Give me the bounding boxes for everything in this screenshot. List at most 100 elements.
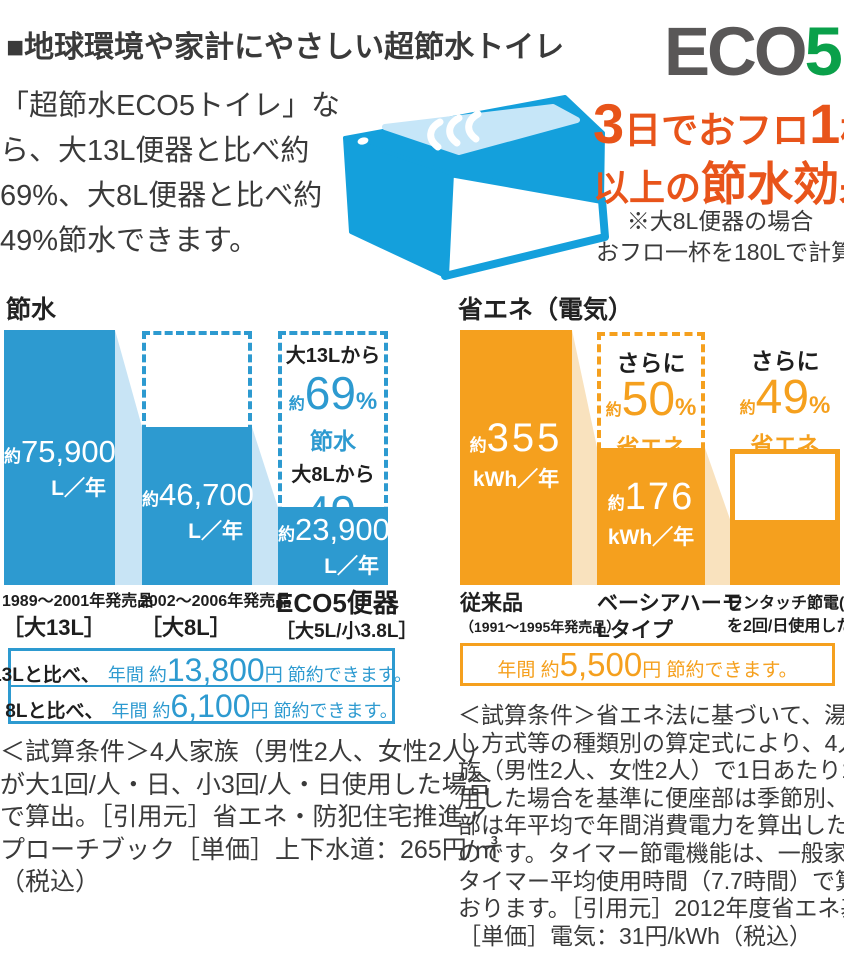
energy-bar-conventional: 約355 kWh／年 [460,330,572,585]
steam-icon [446,114,463,147]
saving-pct-49: 49 [755,371,810,424]
energy-xlabel-3: ワンタッチ節電(8h) を2回/日使用した場合 [727,592,844,638]
xlabel-line2: Lタイプ [597,619,673,642]
saving-from-13l: 大13Lから [285,345,381,367]
saving-from-8l: 大8Lから [291,464,375,486]
money-prefix: 年間 約 [107,665,167,685]
energy-connector-1 [572,330,597,585]
xlabel-line2: （1991～1995年発売品） [460,619,621,635]
bathtub-illustration [336,93,612,285]
saving-more: さらに [750,348,820,374]
energy-bar-basia: 約176 kWh／年 [597,448,705,585]
bar-value: 46,700 [159,477,254,512]
energy-chart-title: 省エネ（電気） [458,296,634,324]
intro-paragraph: 「超節水ECO5トイレ」な ら、大13L便器と比べ約 69%、大8L便器と比べ約… [0,90,340,257]
approx-mark: 約 [739,400,756,417]
promo-number-1: 1 [809,92,841,155]
energy-money-box: 年間 約 5,500 円 節約できます。 [460,643,835,686]
xlabel-line1: 従来品 [460,592,523,615]
water-connector-1 [115,330,142,585]
saving-pct-50: 50 [621,373,676,426]
energy-conditions: ＜試算条件＞省エネ法に基づいて、湯沸か し方式等の種類別の算定式により、4人家 … [458,702,844,949]
eco5-logo-eco: ECO [664,13,808,90]
water-connector-2 [252,427,278,585]
bar-unit: L／年 [324,555,379,578]
page-title: ■地球環境や家計にやさしい超節水トイレ [6,31,565,64]
bar-value: 23,900 [295,512,390,547]
bar-unit: L／年 [51,477,106,500]
saving-pct-line: 約49% [728,374,842,432]
promo-number-3: 3 [593,92,625,155]
saving-more: さらに [616,350,686,376]
bar-unit: L／年 [188,520,243,543]
water-xlabel-3: ECO5便器 ［大5L/小3.8L］ [276,588,417,645]
percent-sign: % [675,394,697,421]
promo-text-3: 以上の [593,167,702,208]
bathtub-icon [343,95,609,280]
bar-value: 75,900 [21,434,116,469]
percent-sign: % [809,392,831,419]
water-xlabel-2: 2002～2006年発売品 ［大8L］ [140,590,291,643]
energy-bar-onetouch [730,449,840,585]
xlabel-line2: ［大13L］ [2,615,106,640]
approx-mark: 約 [142,490,159,509]
xlabel-line1: 2002～2006年発売品 [140,593,292,610]
energy-saving-50: さらに 約50% 省エネ [601,350,701,461]
money-compare: 13Lと比べ、 [0,665,100,686]
money-prefix: 年間 約 [497,660,560,681]
overflow-hole-icon [357,137,369,145]
money-suffix: 円 節約できます。 [642,660,798,681]
steam-icon [465,110,482,143]
approx-mark: 約 [288,396,305,413]
promo-line2: 以上の節水効果 [593,159,844,213]
xlabel-line2: ［大5L/小3.8L］ [276,621,418,642]
approx-mark: 約 [4,447,21,466]
promo-note: ※大8L便器の場合 おフロ一杯を180Lで計算 [596,208,844,265]
energy-xlabel-1: 従来品 （1991～1995年発売品） [460,590,620,637]
xlabel-line1: ベーシアハーモ [597,592,743,615]
bar-value: 176 [624,476,695,518]
energy-bar-basia-value: 約176 kWh／年 [597,476,705,551]
energy-connector-2 [705,448,730,585]
promo-headline: 3日でおフロ1杯 以上の節水効果 [593,96,844,213]
bar-unit: kWh／年 [607,526,695,549]
money-suffix: 円 節約できます。 [264,665,412,685]
money-amount: 5,500 [559,646,643,683]
bar-value: 355 [486,416,563,460]
money-suffix: 円 節約できます。 [250,701,398,721]
percent-sign: % [355,388,378,415]
saving-pct-line: 約69% [282,370,384,428]
water-bar-13l: 約75,900 L／年 [4,330,116,585]
xlabel-line1: ECO5便器 [276,588,399,618]
xlabel-line1: 1989～2001年発売品 [2,593,154,610]
saving-pct-69: 69 [304,367,356,419]
steam-icon [427,118,444,151]
approx-mark: 約 [607,494,625,513]
xlabel-line2: ［大8L］ [140,615,232,640]
money-compare: 8Lと比べ、 [5,701,104,722]
approx-mark: 約 [278,525,295,544]
water-bar-eco5: 約23,900 L／年 [278,507,390,585]
water-bar-8l-value: 約46,700 L／年 [142,477,254,545]
money-amount: 6,100 [170,688,251,724]
promo-text-4: 節水効果 [701,158,844,210]
water-bar-13l-value: 約75,900 L／年 [4,434,116,502]
water-chart-title: 節水 [6,296,57,324]
promo-text-2: 杯 [840,110,844,151]
saving-label: 節水 [310,428,356,454]
water-money-box: 13Lと比べ、 年間 約 13,800 円 節約できます。 8Lと比べ、 年間 … [0,648,412,724]
saving-pct-line: 約50% [601,376,701,434]
energy-bar-conventional-value: 約355 kWh／年 [460,416,572,493]
xlabel-line1: ワンタッチ節電(8h) [727,595,844,612]
xlabel-line2: を2回/日使用した場合 [727,618,844,635]
approx-mark: 約 [605,402,622,419]
energy-xlabel-2: ベーシアハーモ Lタイプ [597,590,743,644]
water-bar-8l: 約46,700 L／年 [142,427,254,585]
money-prefix: 年間 約 [111,701,171,721]
money-row-13l: 13Lと比べ、 年間 約 13,800 円 節約できます。 [0,651,412,688]
money-row-8l: 8Lと比べ、 年間 約 6,100 円 節約できます。 [5,687,397,724]
energy-saving-49: さらに 約49% 省エネ [728,348,842,459]
approx-mark: 約 [469,436,487,455]
water-conditions: ＜試算条件＞4人家族（男性2人、女性2人） が大1回/人・日、小3回/人・日使用… [0,738,499,896]
